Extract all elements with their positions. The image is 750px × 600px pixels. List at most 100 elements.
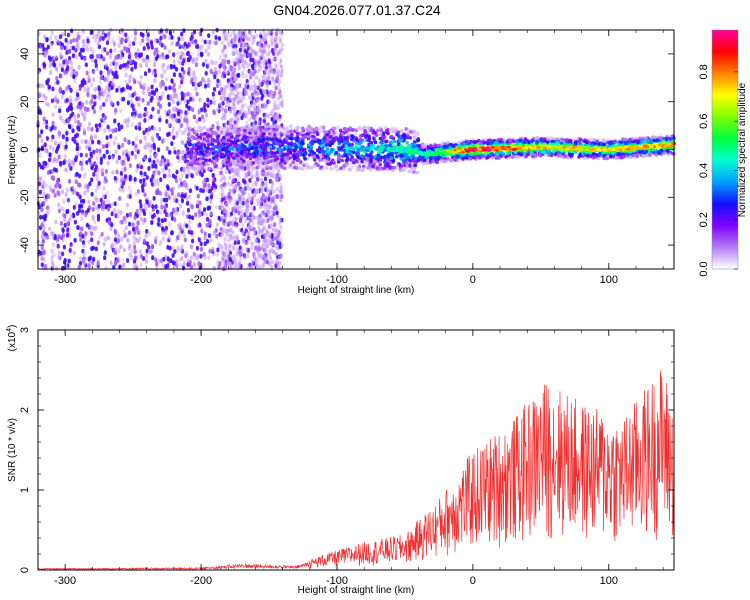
- spectrogram-cell: [90, 231, 94, 237]
- spectrogram-cell: [261, 218, 265, 223]
- spectrogram-cell: [259, 199, 263, 205]
- spectrogram-cell: [68, 217, 72, 223]
- spectrogram-cell: [240, 131, 243, 137]
- spectrogram-cell: [218, 82, 222, 87]
- spectrogram-cell: [253, 100, 257, 106]
- spectrogram-cell: [166, 159, 170, 164]
- spectrogram-cell: [267, 44, 271, 49]
- spectrogram-cell: [267, 113, 271, 119]
- spectrogram-cell: [205, 196, 209, 202]
- spectrogram-cell: [223, 115, 227, 121]
- spectrogram-cell: [182, 28, 186, 33]
- spectrogram-cell: [268, 68, 272, 73]
- spectrogram-cell: [263, 201, 267, 207]
- spectrogram-cell: [99, 106, 103, 111]
- spectrogram-cell: [194, 212, 198, 218]
- spectrogram-cell: [252, 215, 256, 220]
- spectrogram-cell: [221, 48, 225, 53]
- spectrogram-cell: [241, 70, 245, 76]
- spectrogram-cell: [86, 89, 90, 95]
- spectrogram-cell: [218, 102, 222, 107]
- spectrogram-cell: [128, 163, 132, 169]
- spectrogram-cell: [134, 144, 138, 149]
- spectrogram-cell: [203, 231, 207, 237]
- spectrogram-cell: [124, 149, 128, 154]
- spectrogram-cell: [202, 118, 206, 123]
- spectrogram-cell: [231, 73, 235, 79]
- spectrogram-cell: [169, 63, 173, 69]
- spectrogram-cell: [87, 75, 91, 80]
- spectrogram-cell: [133, 244, 137, 250]
- spectrogram-cell: [220, 97, 223, 103]
- spectrogram-cell: [69, 60, 74, 66]
- spectrogram-cell: [111, 71, 115, 76]
- spectrogram-cell: [97, 95, 101, 101]
- spectrogram-cell: [190, 204, 194, 210]
- spectrogram-cell: [233, 36, 237, 41]
- spectrogram-cell: [100, 231, 104, 237]
- spectrogram-cell: [228, 65, 232, 71]
- spectrogram-cell: [207, 33, 211, 38]
- spectrogram-cell: [125, 213, 129, 218]
- spectrogram-cell: [272, 210, 276, 216]
- spectrogram-cell: [106, 206, 110, 212]
- spectrogram-cell: [228, 227, 232, 233]
- spectrogram-cell: [203, 39, 207, 45]
- spectrogram-cell: [91, 139, 95, 145]
- spectrogram-cell: [192, 252, 196, 257]
- spectrogram-cell: [64, 86, 69, 91]
- spectrogram-cell: [64, 144, 68, 150]
- spectrogram-cell: [114, 229, 118, 235]
- spectrogram-cell: [145, 228, 149, 234]
- spectrogram-cell: [61, 233, 66, 238]
- spectrogram-cell: [71, 128, 75, 134]
- spectrogram-cell: [83, 106, 87, 111]
- spectrogram-cell: [182, 129, 186, 135]
- spectrogram-cell: [250, 241, 254, 246]
- spectrogram-cell: [94, 123, 98, 129]
- spectrogram-cell: [193, 76, 197, 81]
- spectrogram-cell: [261, 170, 264, 175]
- spectrogram-cell: [164, 165, 168, 171]
- spectrogram-cell: [124, 66, 128, 71]
- spectrogram-cell: [221, 52, 225, 57]
- spectrogram-cell: [227, 43, 231, 48]
- spectrogram-cell: [279, 38, 282, 43]
- spectrogram-cell: [133, 30, 138, 36]
- spectrogram-cell: [72, 250, 76, 256]
- spectrogram-cell: [126, 258, 130, 263]
- spectrogram-cell: [49, 70, 53, 75]
- spectrogram-cell: [250, 53, 254, 58]
- spectrogram-cell: [244, 211, 248, 216]
- spectrogram-cell: [217, 69, 221, 75]
- figure-title: GN04.2026.077.01.37.C24: [273, 2, 441, 18]
- spectrogram-cell: [131, 92, 135, 98]
- spectrogram-cell: [142, 177, 146, 183]
- spectrogram-cell: [154, 257, 158, 263]
- spectrogram-cell: [121, 187, 125, 193]
- spectrogram-cell: [256, 201, 260, 207]
- spectrogram-cell: [57, 250, 61, 256]
- spectrogram-cell: [112, 41, 116, 46]
- spectrogram-cell: [106, 78, 110, 83]
- spectrogram-cell: [128, 74, 132, 80]
- spectrogram-cell: [191, 238, 195, 244]
- spectrogram-cell: [105, 40, 110, 46]
- spectrogram-cell: [198, 97, 202, 103]
- spectrogram-cell: [57, 154, 61, 160]
- spectrogram-cell: [65, 136, 69, 142]
- spectrogram-cell: [81, 233, 85, 239]
- spectrogram-cell: [233, 256, 237, 262]
- spectrogram-cell: [160, 258, 164, 264]
- spectrogram-cell: [268, 49, 272, 54]
- spectrogram-cell: [178, 232, 182, 237]
- spectrogram-cell: [65, 221, 70, 227]
- spectrogram-cell: [209, 211, 213, 217]
- spectrogram-cell: [276, 106, 280, 111]
- spectrogram-cell: [262, 59, 266, 65]
- spectrogram-cell: [224, 169, 228, 175]
- spectrogram-cell: [224, 251, 228, 256]
- spectrogram-cell: [83, 185, 87, 190]
- spectrogram-cell: [63, 213, 67, 219]
- spectrogram-cell: [190, 173, 194, 179]
